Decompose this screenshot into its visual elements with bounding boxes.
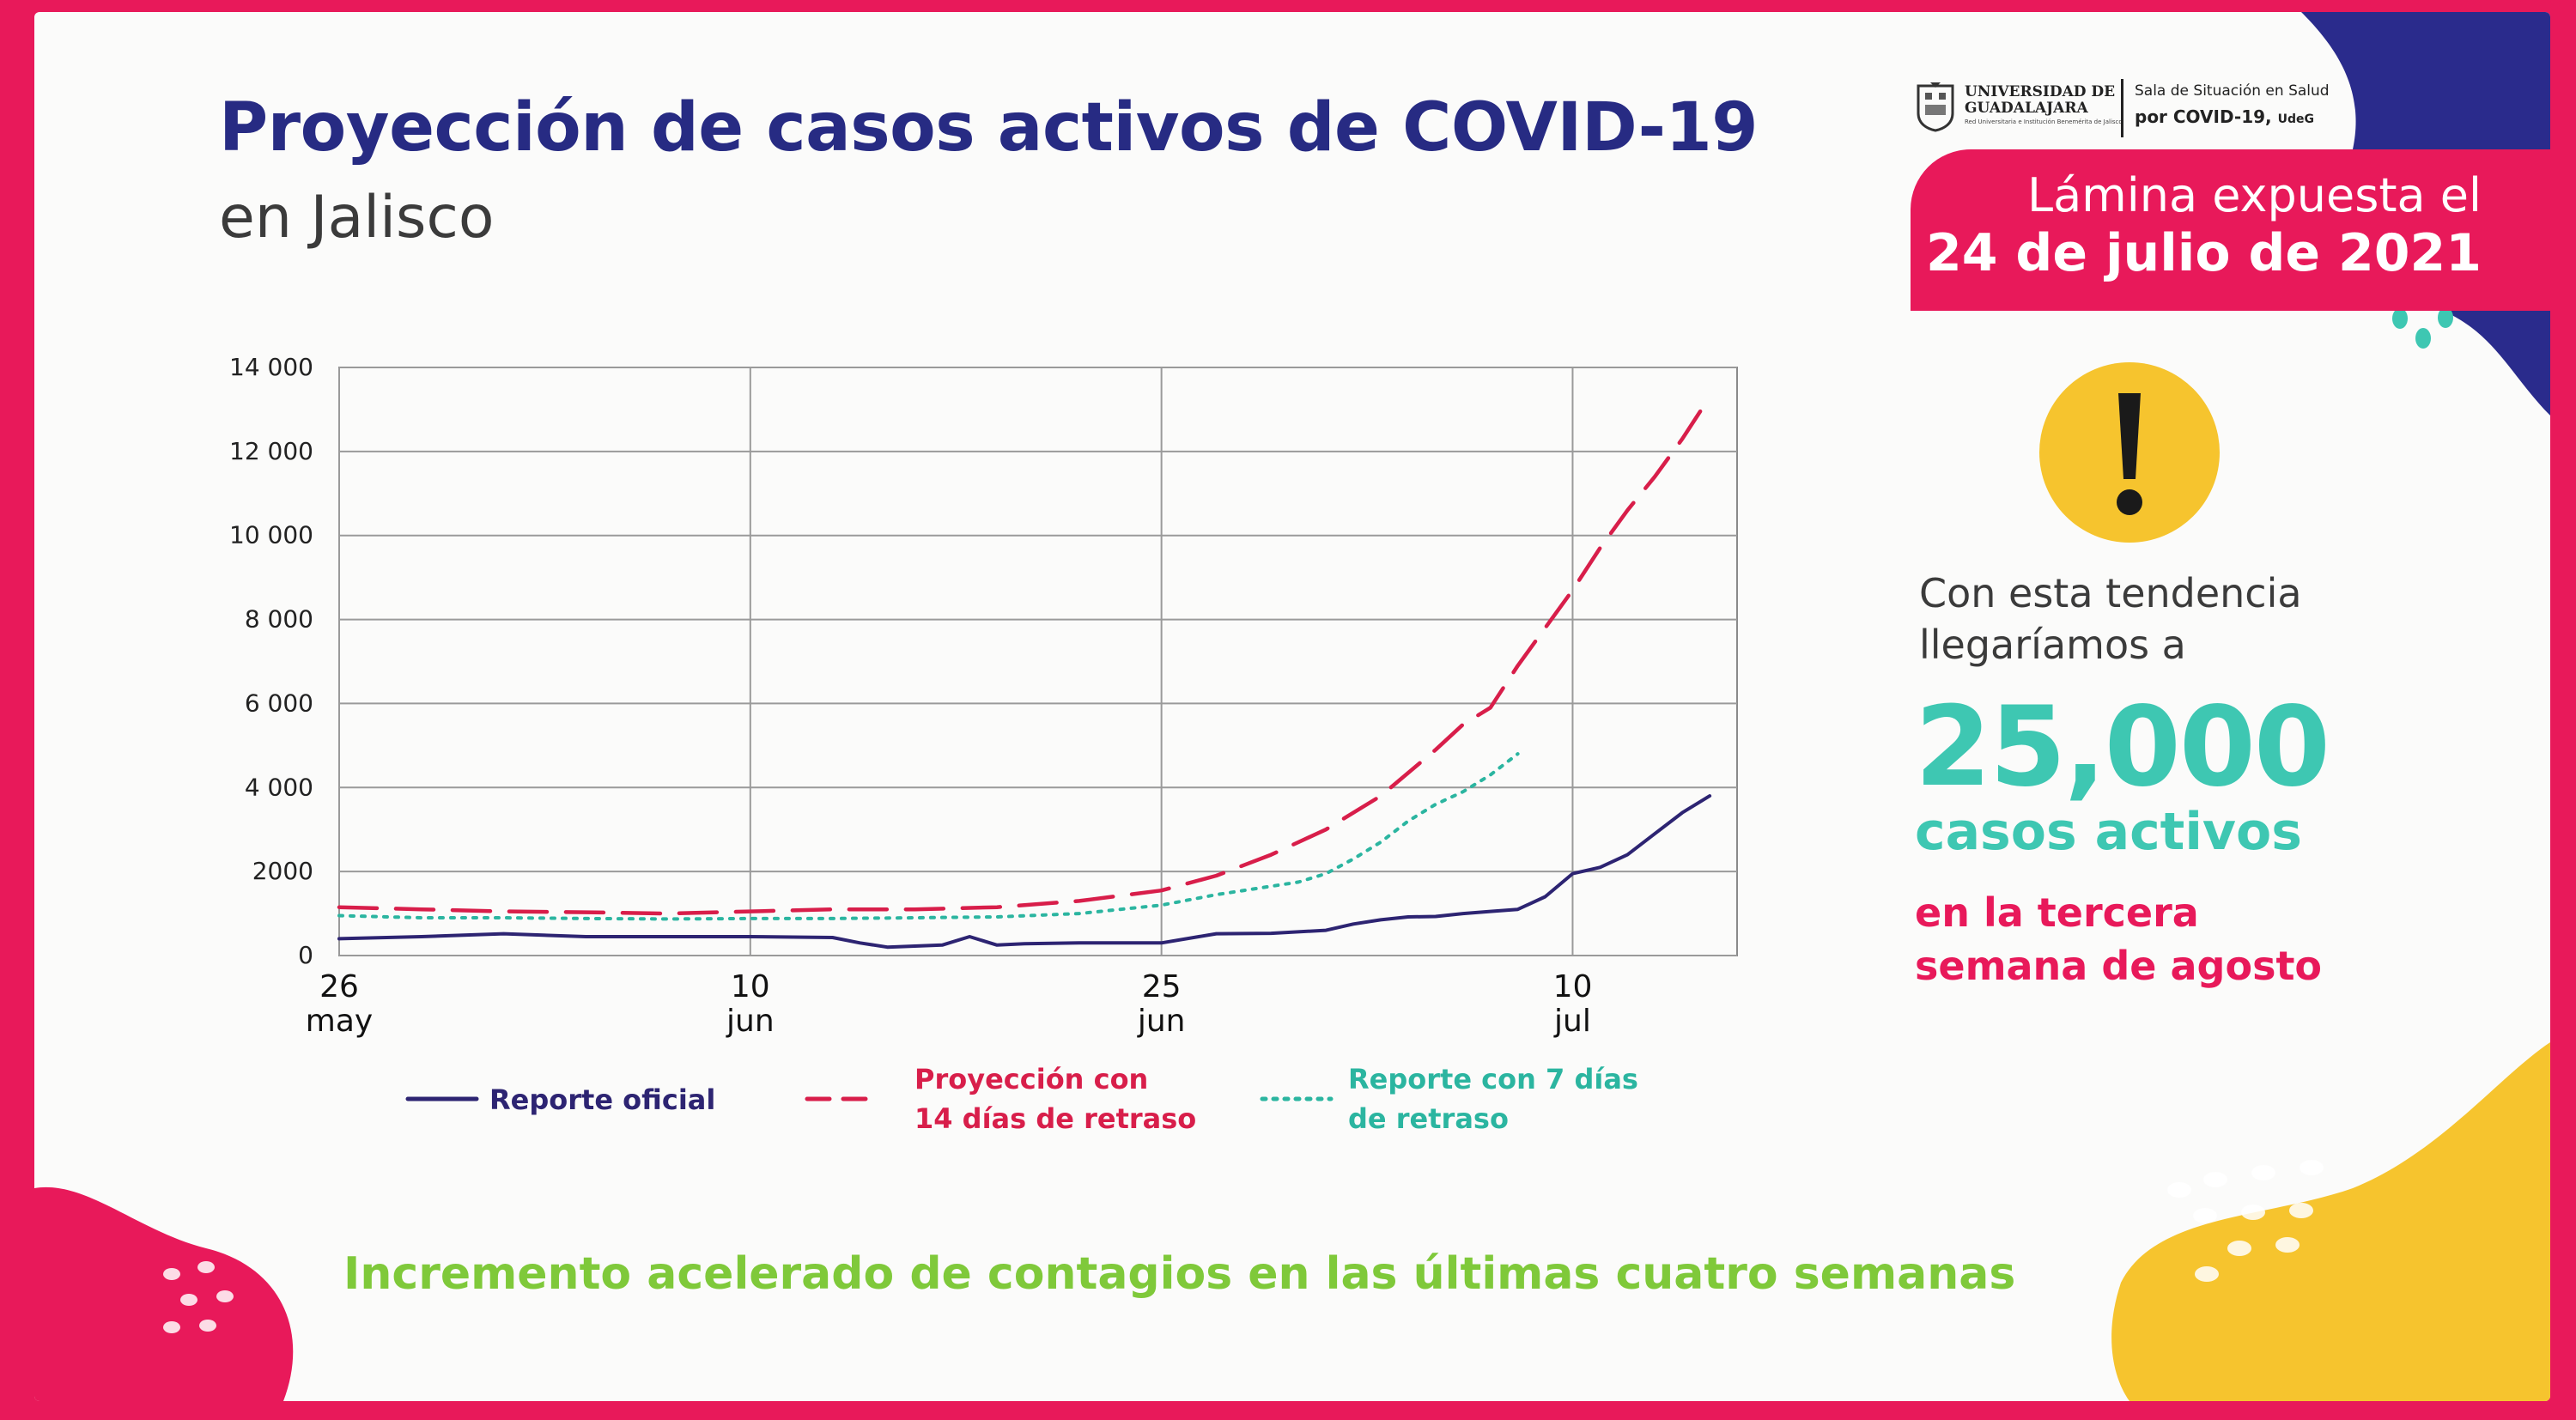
white-dot bbox=[197, 1261, 215, 1273]
white-dot bbox=[2251, 1165, 2275, 1180]
series-line-2 bbox=[337, 395, 1712, 916]
page-title: Proyección de casos activos de COVID-19 bbox=[219, 89, 1759, 167]
white-dot bbox=[2195, 1266, 2219, 1282]
white-dot bbox=[2300, 1160, 2324, 1175]
series-line-1 bbox=[337, 794, 1712, 950]
page-subtitle: en Jalisco bbox=[219, 184, 495, 252]
side-text-line2: llegaríamos a bbox=[1919, 622, 2186, 668]
sala-line1: Sala de Situación en Salud bbox=[2135, 82, 2330, 100]
white-dot bbox=[2193, 1208, 2217, 1223]
x-tick-day: 26 bbox=[319, 969, 359, 1004]
date-line2: 24 de julio de 2021 bbox=[1926, 223, 2482, 283]
legend-label-3: Reporte con 7 días bbox=[1348, 1063, 1638, 1095]
side-red-line1: en la tercera bbox=[1915, 889, 2199, 936]
white-dot bbox=[2241, 1205, 2265, 1220]
y-tick-label: 14 000 bbox=[229, 353, 313, 381]
legend-label-2: 14 días de retraso bbox=[914, 1102, 1196, 1135]
white-dot bbox=[2203, 1172, 2227, 1187]
footer-message: Incremento acelerado de contagios en las… bbox=[343, 1248, 2016, 1300]
white-dot bbox=[216, 1290, 234, 1302]
plot-frame bbox=[338, 367, 1738, 956]
side-red-line2: semana de agosto bbox=[1915, 943, 2323, 989]
y-tick-label: 12 000 bbox=[229, 437, 313, 465]
logo-divider bbox=[2121, 79, 2123, 137]
y-tick-label: 2000 bbox=[252, 857, 313, 885]
x-tick-day: 25 bbox=[1142, 969, 1182, 1004]
university-seal-icon bbox=[1917, 82, 1954, 132]
x-tick-day: 10 bbox=[731, 969, 770, 1004]
exclamation-icon bbox=[2039, 362, 2220, 543]
udeg-logo: UNIVERSIDAD DE GUADALAJARA Red Universit… bbox=[1915, 74, 2396, 143]
bottom-left-blob bbox=[34, 1186, 294, 1401]
teal-dot bbox=[2415, 328, 2431, 349]
x-tick-day: 10 bbox=[1553, 969, 1593, 1004]
white-dot bbox=[2227, 1241, 2251, 1256]
side-text-line1: Con esta tendencia bbox=[1919, 570, 2302, 616]
y-tick-label: 6 000 bbox=[245, 689, 313, 717]
white-dot bbox=[163, 1268, 180, 1280]
x-tick-month: jun bbox=[1137, 1004, 1186, 1039]
university-line1: UNIVERSIDAD DE bbox=[1965, 83, 2116, 100]
date-line1: Lámina expuesta el bbox=[2026, 168, 2482, 222]
y-tick-label: 8 000 bbox=[245, 605, 313, 634]
sala-line2: por COVID-19, UdeG bbox=[2135, 106, 2314, 127]
teal-dot bbox=[2438, 307, 2453, 328]
series-line-3 bbox=[337, 752, 1520, 921]
y-tick-label: 0 bbox=[298, 941, 313, 969]
white-dot bbox=[2275, 1237, 2300, 1253]
line-chart: 0 2000 4 000 6 000 8 000 10 000 12 000 14 000 26… bbox=[229, 353, 1738, 1135]
slide: Proyección de casos activos de COVID-19 … bbox=[34, 12, 2550, 1401]
bottom-right-blob bbox=[2111, 1042, 2550, 1401]
white-dot bbox=[2167, 1182, 2191, 1198]
white-dot bbox=[199, 1320, 216, 1332]
sala-covid-text: por COVID-19, bbox=[2135, 106, 2272, 127]
decorative-shapes bbox=[34, 12, 2550, 1401]
legend-label-2: Proyección con bbox=[914, 1063, 1148, 1095]
university-name: UNIVERSIDAD DE GUADALAJARA bbox=[1965, 84, 2115, 117]
white-dot bbox=[163, 1321, 180, 1333]
teal-dot bbox=[2392, 308, 2408, 329]
exclamation-mark-icon bbox=[2117, 393, 2142, 515]
y-tick-label: 4 000 bbox=[245, 773, 313, 801]
sala-udeg-text: UdeG bbox=[2277, 112, 2315, 126]
x-tick-month: jul bbox=[1553, 1004, 1591, 1039]
projected-cases-number: 25,000 bbox=[1915, 683, 2330, 811]
legend-label-3: de retraso bbox=[1348, 1102, 1509, 1135]
casos-activos-label: casos activos bbox=[1915, 802, 2302, 862]
university-tagline: Red Universitaria e Institución Beneméri… bbox=[1965, 118, 2123, 125]
date-badge: Lámina expuesta el 24 de julio de 2021 bbox=[1911, 149, 2550, 311]
legend-label-1: Reporte oficial bbox=[489, 1083, 715, 1116]
white-dot bbox=[180, 1294, 197, 1306]
x-tick-month: jun bbox=[726, 1004, 775, 1039]
white-dot bbox=[2289, 1203, 2313, 1218]
university-line2: GUADALAJARA bbox=[1965, 100, 2088, 117]
y-tick-label: 10 000 bbox=[229, 521, 313, 549]
x-tick-month: may bbox=[306, 1004, 373, 1039]
